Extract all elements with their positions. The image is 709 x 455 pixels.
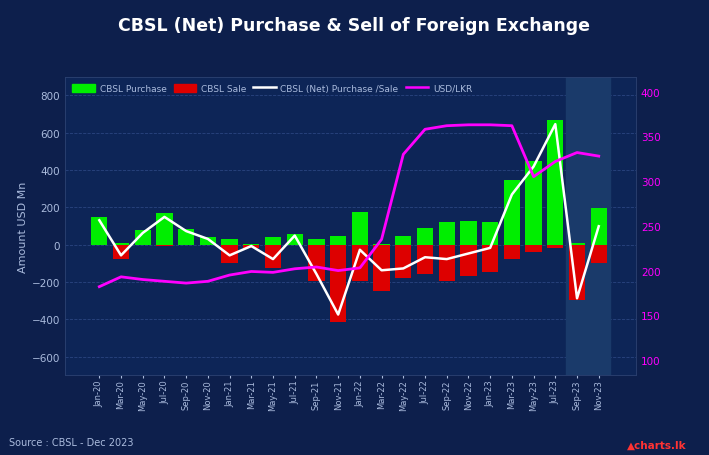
- Bar: [503, 181, 520, 245]
- Text: CBSL (Net) Purchase & Sell of Foreign Exchange: CBSL (Net) Purchase & Sell of Foreign Ex…: [118, 17, 591, 35]
- Bar: [243, 244, 259, 245]
- Bar: [243, 245, 259, 248]
- Bar: [308, 245, 325, 282]
- Bar: [135, 231, 151, 245]
- Bar: [178, 230, 194, 245]
- Bar: [352, 212, 368, 245]
- Bar: [547, 121, 564, 245]
- Y-axis label: Amount USD Mn: Amount USD Mn: [18, 181, 28, 272]
- Bar: [395, 237, 411, 245]
- Bar: [547, 245, 564, 248]
- Bar: [156, 245, 172, 247]
- Text: ▲charts.lk: ▲charts.lk: [627, 440, 686, 450]
- Bar: [308, 239, 325, 245]
- Bar: [113, 243, 129, 245]
- Bar: [460, 245, 476, 276]
- Bar: [482, 223, 498, 245]
- Bar: [221, 245, 238, 263]
- Bar: [286, 245, 303, 246]
- Bar: [374, 245, 390, 291]
- Bar: [460, 221, 476, 245]
- Bar: [265, 238, 281, 245]
- Bar: [352, 245, 368, 282]
- Bar: [569, 245, 585, 300]
- Bar: [113, 245, 129, 259]
- Legend: CBSL Purchase, CBSL Sale, CBSL (Net) Purchase /Sale, USD/LKR: CBSL Purchase, CBSL Sale, CBSL (Net) Pur…: [69, 82, 475, 96]
- Bar: [417, 245, 433, 274]
- Bar: [439, 222, 455, 245]
- Bar: [591, 208, 607, 245]
- Text: Source : CBSL - Dec 2023: Source : CBSL - Dec 2023: [9, 437, 133, 447]
- Bar: [156, 213, 172, 245]
- Bar: [221, 240, 238, 245]
- Bar: [566, 77, 610, 375]
- Bar: [91, 217, 108, 245]
- Bar: [135, 245, 151, 246]
- Bar: [200, 237, 216, 245]
- Bar: [330, 245, 346, 322]
- Bar: [503, 245, 520, 259]
- Bar: [482, 245, 498, 273]
- Bar: [330, 236, 346, 245]
- Bar: [395, 245, 411, 278]
- Bar: [525, 245, 542, 252]
- Bar: [439, 245, 455, 282]
- Bar: [417, 228, 433, 245]
- Bar: [286, 234, 303, 245]
- Bar: [569, 243, 585, 245]
- Bar: [591, 245, 607, 263]
- Bar: [265, 245, 281, 269]
- Bar: [525, 162, 542, 245]
